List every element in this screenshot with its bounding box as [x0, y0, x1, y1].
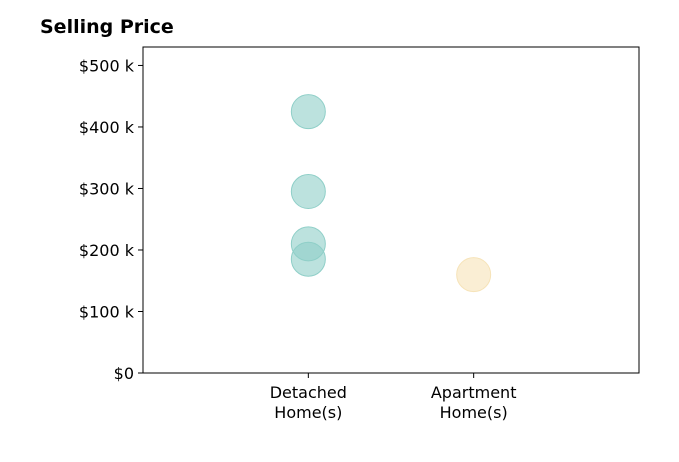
y-tick-label: $100 k: [79, 302, 135, 321]
y-tick-label: $500 k: [79, 56, 135, 75]
plot-area-frame: [142, 46, 640, 374]
data-point: [290, 174, 326, 210]
y-tick-label: $200 k: [79, 241, 135, 260]
y-tick-label: $300 k: [79, 179, 135, 198]
x-tick-label: Detached Home(s): [270, 383, 347, 422]
chart-title: Selling Price: [40, 16, 174, 38]
x-tick-label: Apartment Home(s): [431, 383, 517, 422]
y-tick-label: $0: [114, 364, 134, 383]
data-point: [290, 241, 326, 277]
y-tick-label: $400 k: [79, 118, 135, 137]
data-point: [456, 257, 492, 293]
data-point: [290, 94, 326, 130]
